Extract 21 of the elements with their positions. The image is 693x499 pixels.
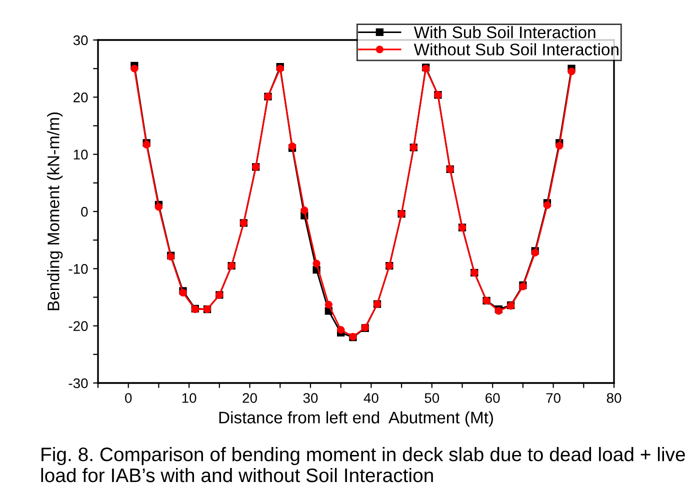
x-tick-label: 20 xyxy=(242,393,257,403)
x-tick-label: 70 xyxy=(546,393,560,403)
y-tick-label: 10 xyxy=(74,150,88,160)
x-tick-label: 10 xyxy=(182,393,196,403)
y-tick-label: -30 xyxy=(68,378,88,388)
x-tick-label: 50 xyxy=(424,393,440,403)
y-tick-label: 20 xyxy=(74,92,88,102)
x-tick-label: 0 xyxy=(125,393,132,403)
y-tick-label: 30 xyxy=(73,35,88,46)
x-axis-title: Distance from left end Abutment (Mt) xyxy=(219,411,493,427)
y-tick-label: -10 xyxy=(68,264,88,274)
caption: Fig. 8. Comparison of bending moment in deck slab due to dead load + live load for IAB’s with and without Soil Interaction xyxy=(41,447,685,482)
legend-label: Without Sub Soil Interaction xyxy=(414,43,618,56)
legend-label: With Sub Soil Interaction xyxy=(414,26,596,38)
x-tick-label: 60 xyxy=(486,393,500,403)
x-tick-label: 40 xyxy=(364,393,378,403)
y-tick-label: 0 xyxy=(81,206,88,217)
y-axis-title: Bending Moment (kN-m/m) xyxy=(47,112,63,310)
y-tick-label: -20 xyxy=(68,321,88,332)
x-tick-label: 30 xyxy=(303,393,318,403)
x-tick-label: 80 xyxy=(606,393,622,403)
